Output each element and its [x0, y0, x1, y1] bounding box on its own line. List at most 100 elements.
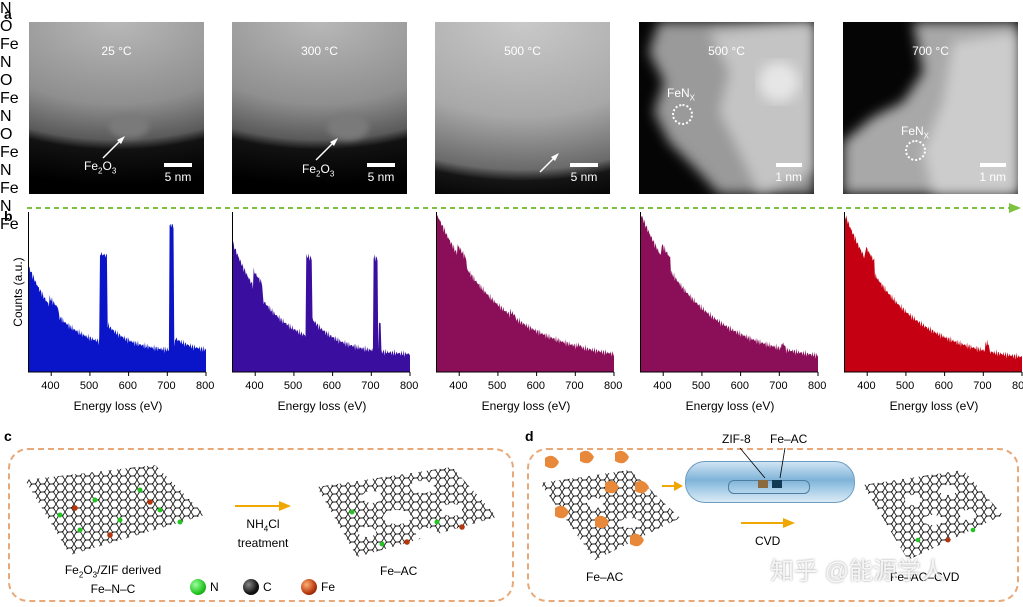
- tem-image-300c: 300 °C Fe2O3 5 nm: [232, 22, 407, 194]
- tem-image-500c-a: 500 °C 5 nm: [435, 22, 610, 194]
- x-tick-label: 800: [196, 380, 215, 392]
- x-tick-label: 800: [604, 380, 623, 392]
- input-arrow-icon: [662, 481, 683, 491]
- x-tick-label: 400: [41, 380, 60, 392]
- peak-label-n: N: [0, 54, 12, 71]
- x-tick-label: 400: [245, 380, 264, 392]
- material-region: [843, 22, 1018, 194]
- watermark: 知乎 @能源学人: [770, 558, 946, 585]
- x-tick-label: 800: [808, 380, 827, 392]
- x-axis-label: Energy loss (eV): [685, 399, 775, 413]
- x-tick-label: 500: [79, 380, 99, 392]
- arrow-icon: [315, 138, 338, 161]
- x-axis-label: Energy loss (eV): [889, 399, 979, 413]
- panel-d-box: [527, 448, 1019, 602]
- spectrum-area: [844, 215, 1022, 372]
- pointer-lines: [739, 447, 786, 479]
- x-tick-label: 400: [857, 380, 876, 392]
- spectrum-area: [640, 215, 818, 372]
- sample-boat: [728, 480, 810, 494]
- legend-c-label: C: [263, 580, 272, 594]
- temperature-label: 500 °C: [504, 44, 541, 58]
- panel-label-d: d: [525, 428, 534, 444]
- temperature-progression-arrow: [27, 203, 1021, 213]
- graphene-sheet-right: [317, 467, 497, 557]
- temperature-label: 700 °C: [912, 44, 949, 58]
- feac-sample: [772, 480, 782, 488]
- tem-image-500c-b: 500 °C FeNX 1 nm: [639, 22, 814, 194]
- y-axis-label: Counts (a.u.): [11, 257, 25, 327]
- peak-label-n: N: [0, 162, 12, 179]
- x-axis-label: Energy loss (eV): [277, 399, 367, 413]
- x-tick-label: 500: [895, 380, 915, 392]
- arrow-icon: [539, 153, 559, 173]
- axis-lines: [436, 212, 614, 373]
- zif-sample: [758, 480, 768, 488]
- nitrogen-atom-icon: [190, 579, 206, 595]
- eels-spectrum-1: [28, 212, 207, 376]
- fenx-site-circle: [905, 140, 926, 161]
- x-axis-label: Energy loss (eV): [481, 399, 571, 413]
- carbon-atom-icon: [243, 579, 259, 595]
- eels-spectrum-2: [232, 212, 411, 376]
- iron-atom-icon: [301, 579, 317, 595]
- scale-bar: 5 nm: [570, 163, 598, 184]
- left-caption: Fe–AC: [586, 570, 624, 584]
- cvd-tube: [685, 461, 855, 503]
- temperature-label: 500 °C: [708, 44, 745, 58]
- x-tick-label: 700: [361, 380, 380, 392]
- right-caption: Fe–AC: [380, 564, 418, 578]
- peak-label-o: O: [0, 126, 13, 143]
- x-tick-label: 600: [526, 380, 545, 392]
- arrow-icon: [102, 136, 125, 159]
- peak-label-o: O: [0, 72, 13, 89]
- temperature-label: 300 °C: [301, 44, 338, 58]
- scale-bar: 5 nm: [367, 163, 395, 184]
- graphene-sheet-left: [25, 465, 205, 555]
- peak-label-fe: Fe: [0, 90, 19, 107]
- x-tick-label: 600: [730, 380, 749, 392]
- spectrum-area: [28, 223, 206, 372]
- graphene-sheet-cvd-out: [863, 470, 1003, 560]
- temperature-label: 25 °C: [101, 44, 132, 58]
- graphene-sheet-cvd-in: [540, 450, 680, 560]
- right-caption: Fe–AC–CVD: [890, 570, 960, 584]
- panel-c-box: [8, 448, 514, 602]
- fenx-site-circle: [672, 104, 693, 125]
- fenx-label: FeNX: [901, 124, 930, 141]
- peak-label-n: N: [0, 108, 12, 125]
- fe-ac-tube-label: Fe–AC: [770, 432, 808, 446]
- scale-bar: 5 nm: [164, 163, 192, 184]
- peak-label-o: O: [0, 18, 13, 35]
- x-axis-label: Energy loss (eV): [73, 399, 163, 413]
- peak-label-fe: Fe: [0, 36, 19, 53]
- x-tick-label: 700: [157, 380, 176, 392]
- x-tick-label: 400: [653, 380, 672, 392]
- peak-label-fe: Fe: [0, 144, 19, 161]
- scale-bar: 1 nm: [775, 163, 802, 184]
- x-tick-label: 600: [322, 380, 341, 392]
- peak-label-n: N: [0, 0, 12, 17]
- panel-label-b: b: [4, 208, 13, 224]
- x-tick-label: 500: [691, 380, 711, 392]
- x-tick-label: 600: [118, 380, 137, 392]
- fenx-label: FeNX: [667, 86, 696, 103]
- tem-image-25c: 25 °C Fe2O3 5 nm: [29, 22, 204, 194]
- axis-lines: [28, 212, 206, 373]
- x-tick-label: 400: [449, 380, 468, 392]
- tem-image-700c: 700 °C FeNX 1 nm: [843, 22, 1018, 194]
- fe2o3-label: Fe2O3: [302, 162, 335, 179]
- treatment-label: NH4Cl treatment: [237, 517, 289, 551]
- x-tick-label: 500: [283, 380, 303, 392]
- eels-spectrum-3: [436, 212, 615, 376]
- scale-bar: 1 nm: [979, 163, 1006, 184]
- left-caption: Fe2O3/ZIF derived Fe–N–C: [64, 563, 162, 597]
- eels-spectrum-4: [640, 212, 819, 376]
- x-tick-label: 700: [565, 380, 584, 392]
- x-tick-label: 800: [400, 380, 419, 392]
- x-tick-label: 600: [934, 380, 953, 392]
- zif-8-label: ZIF-8: [722, 432, 751, 446]
- cvd-arrow-icon: [741, 518, 795, 528]
- axis-lines: [844, 212, 1022, 373]
- treatment-arrow-icon: [235, 501, 291, 511]
